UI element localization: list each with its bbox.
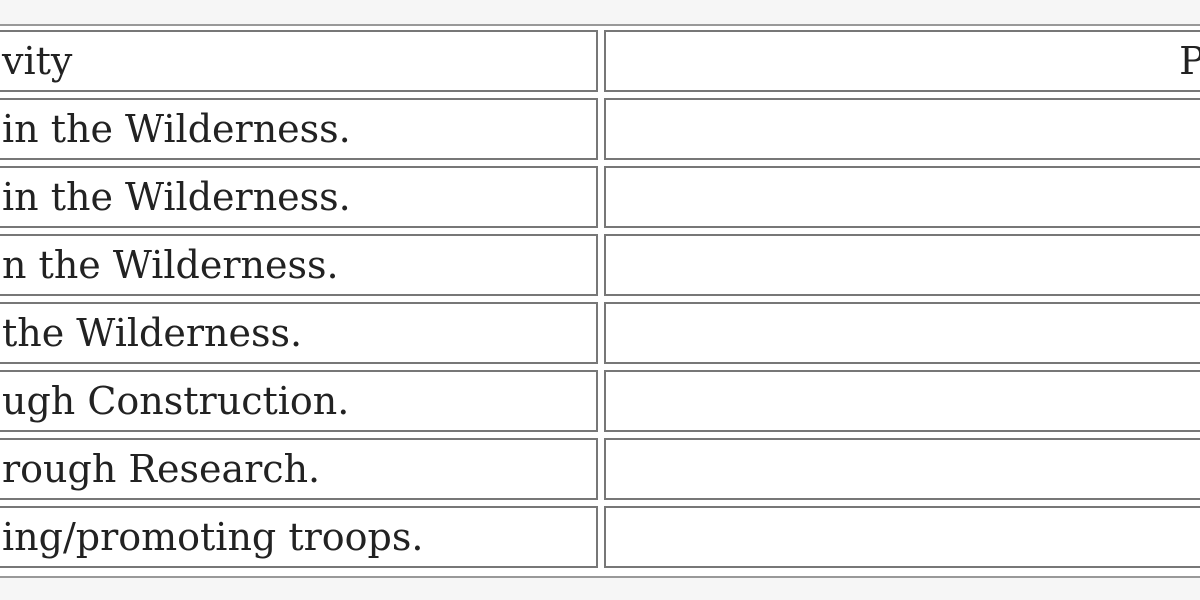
header-cell-text: Po <box>1179 39 1200 83</box>
activity-cell: n the Wilderness. <box>0 234 598 296</box>
header-cell: vity <box>0 30 598 92</box>
activity-cell-text: ing/promoting troops. <box>2 515 424 559</box>
activity-cell: in the Wilderness. <box>0 98 598 160</box>
activity-cell: ugh Construction. <box>0 370 598 432</box>
activity-cell: ing/promoting troops. <box>0 506 598 568</box>
points-cell: 1 <box>604 98 1200 160</box>
header-cell-text: vity <box>2 39 73 83</box>
points-cell <box>604 370 1200 432</box>
points-cell: 1 <box>604 302 1200 364</box>
points-cell <box>604 438 1200 500</box>
points-cell: 1 <box>604 234 1200 296</box>
activity-cell-text: in the Wilderness. <box>2 175 351 219</box>
activity-cell: in the Wilderness. <box>0 166 598 228</box>
activity-cell: rough Research. <box>0 438 598 500</box>
points-cell: 1 <box>604 166 1200 228</box>
activity-cell-text: the Wilderness. <box>2 311 303 355</box>
header-cell: Po <box>604 30 1200 92</box>
activity-cell-text: in the Wilderness. <box>2 107 351 151</box>
activity-cell: the Wilderness. <box>0 302 598 364</box>
activity-cell-text: ugh Construction. <box>2 379 350 423</box>
activity-cell-text: n the Wilderness. <box>2 243 339 287</box>
points-cell <box>604 506 1200 568</box>
activity-cell-text: rough Research. <box>2 447 321 491</box>
